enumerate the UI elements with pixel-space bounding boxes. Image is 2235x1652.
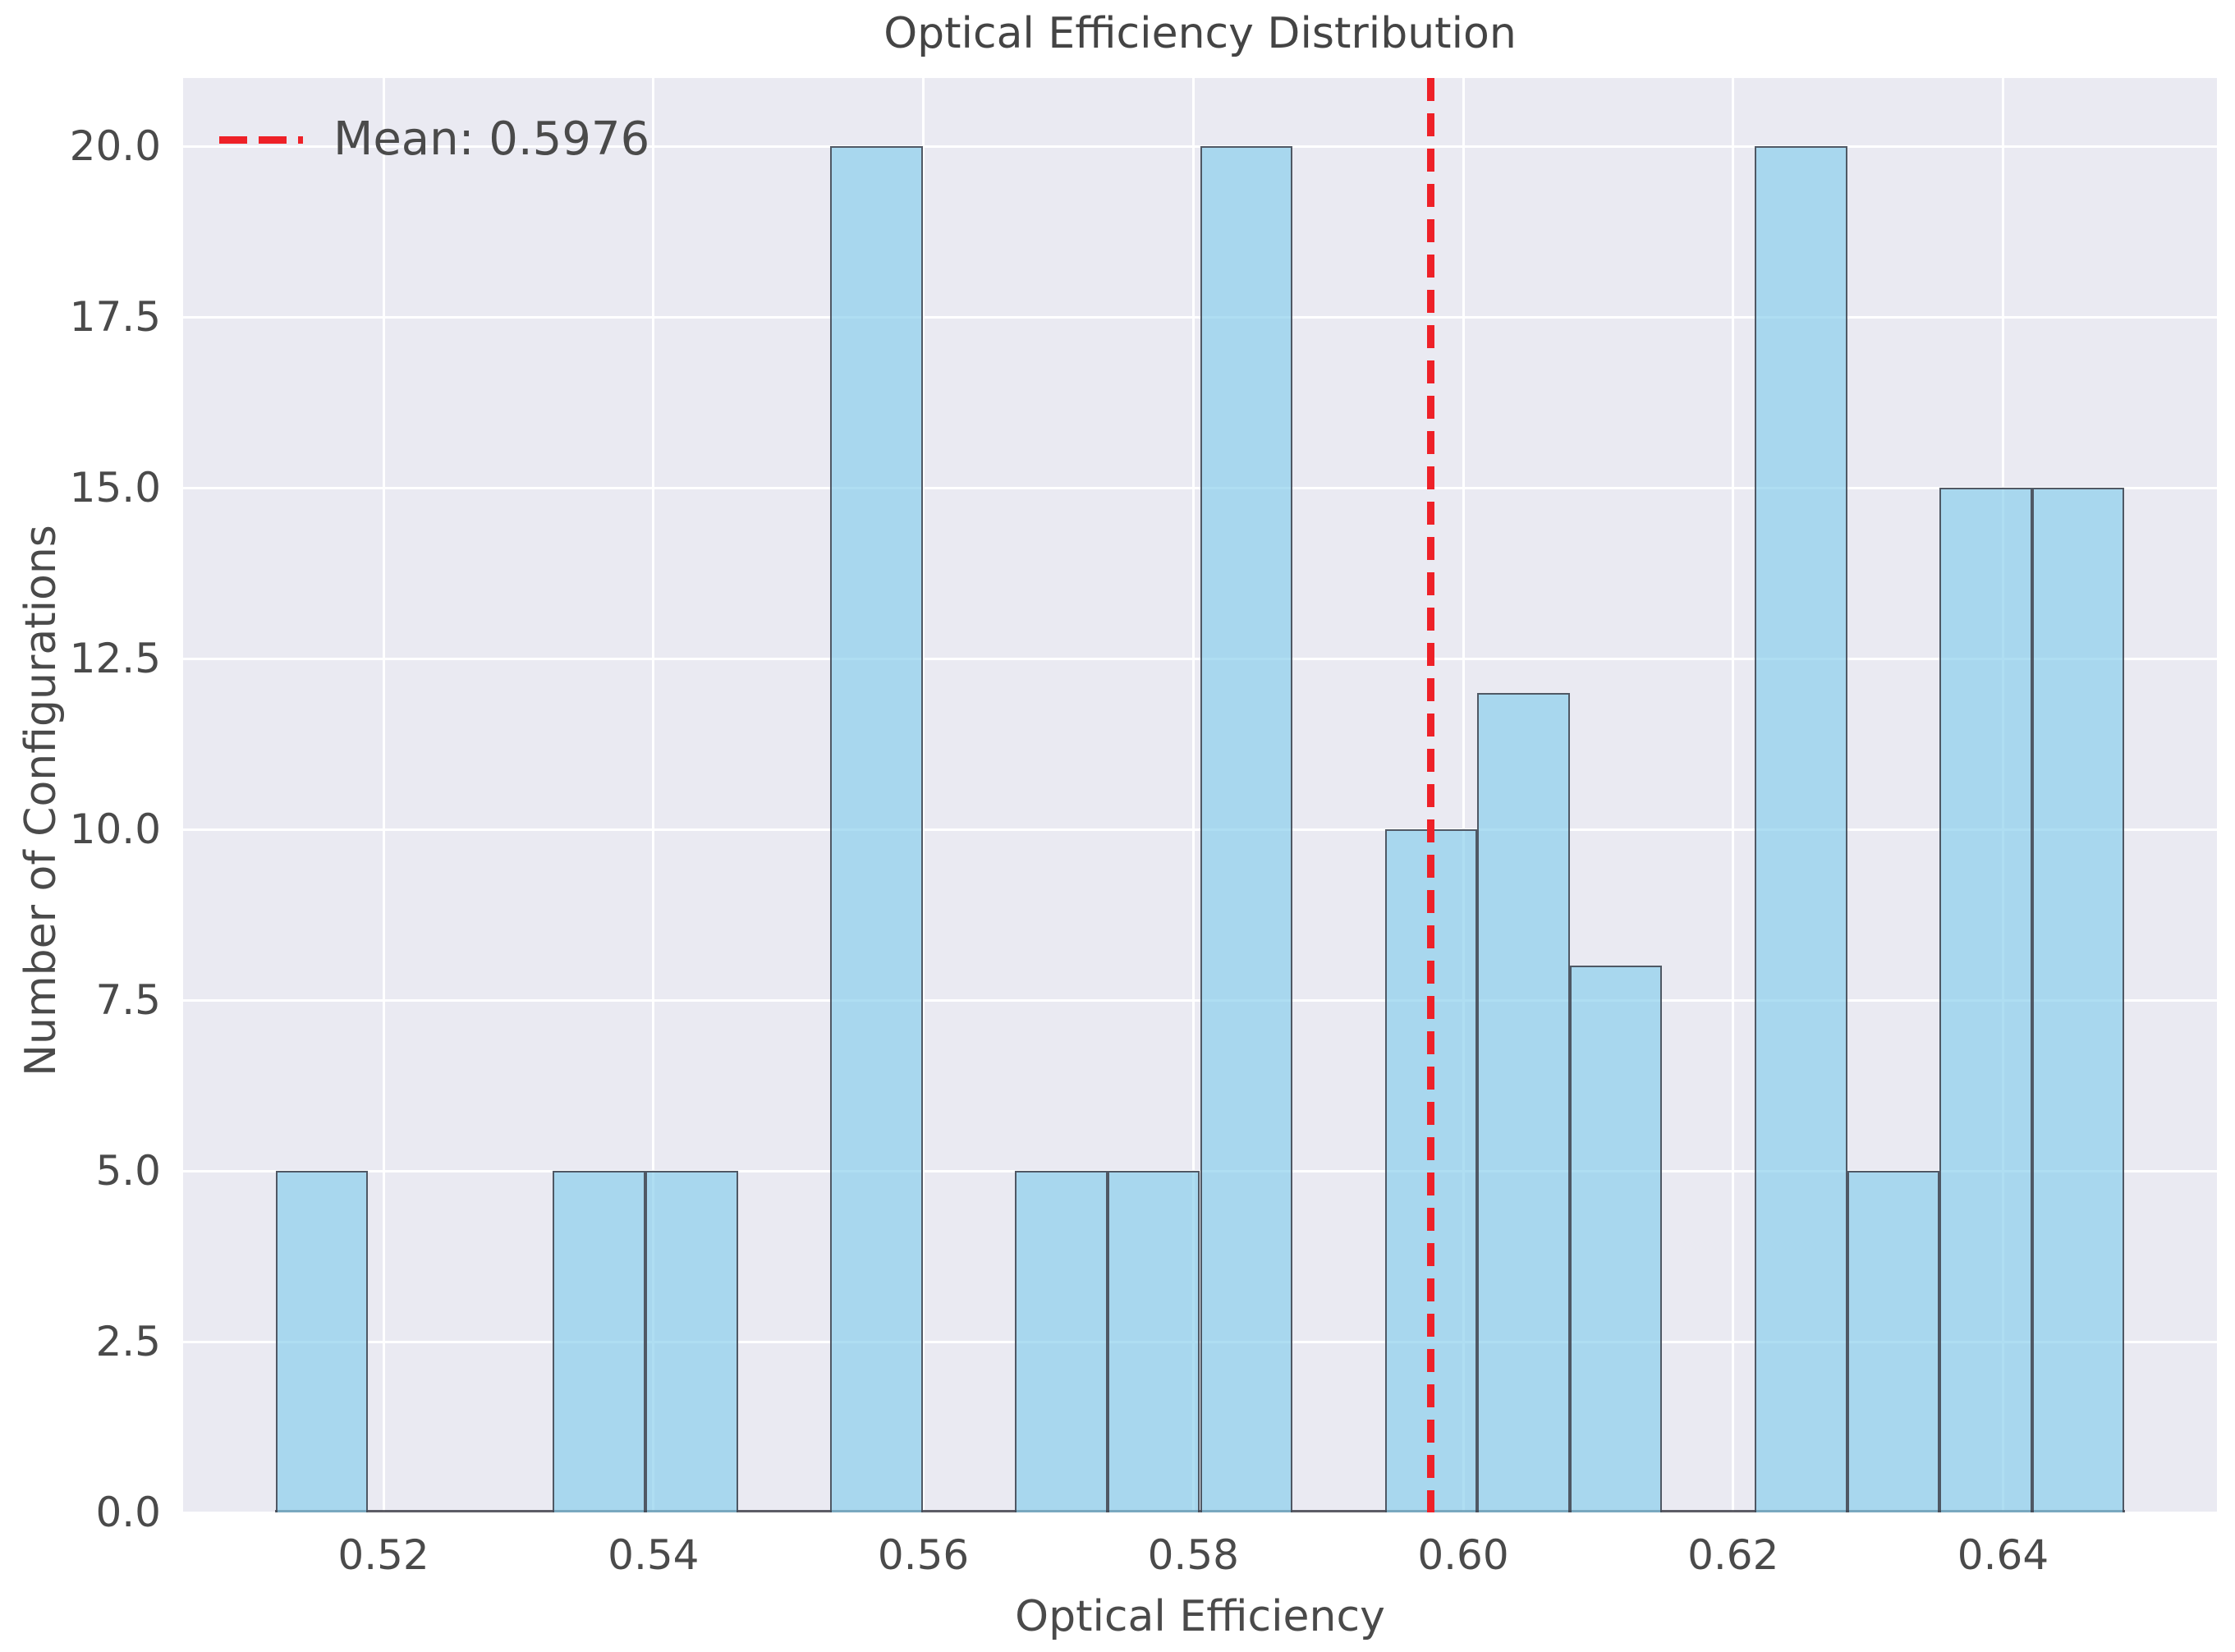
gridline-x [1191, 78, 1195, 1512]
histogram-bar [830, 146, 923, 1512]
y-tick-label: 20.0 [69, 122, 161, 171]
plot-area: Mean: 0.5976 [183, 78, 2217, 1512]
histogram-bar [1569, 966, 1663, 1512]
histogram-bar [645, 1171, 738, 1512]
histogram-bar [1939, 488, 2032, 1512]
histogram-bar [1847, 1171, 1940, 1512]
chart-title: Optical Efficiency Distribution [883, 9, 1517, 58]
y-tick-label: 7.5 [95, 976, 161, 1025]
histogram-bar [1200, 146, 1293, 1512]
zero-baseline [274, 1510, 2126, 1512]
x-tick-label: 0.52 [337, 1531, 429, 1579]
gridline-x [1732, 78, 1735, 1512]
x-tick-label: 0.62 [1687, 1531, 1779, 1579]
histogram-bar [1755, 146, 1847, 1512]
x-tick-label: 0.54 [608, 1531, 700, 1579]
y-tick-label: 15.0 [69, 464, 161, 512]
histogram-bar [1477, 692, 1570, 1512]
x-axis-label: Optical Efficiency [1015, 1592, 1385, 1641]
histogram-bar [553, 1171, 645, 1512]
legend-label: Mean: 0.5976 [333, 112, 650, 166]
y-tick-label: 0.0 [95, 1489, 161, 1536]
y-tick-label: 2.5 [95, 1318, 161, 1366]
y-tick-label: 17.5 [69, 293, 161, 342]
x-tick-label: 0.56 [877, 1531, 970, 1579]
x-tick-label: 0.60 [1417, 1531, 1509, 1579]
y-tick-label: 10.0 [69, 805, 161, 854]
gridline-x [1462, 78, 1465, 1512]
legend: Mean: 0.5976 [219, 116, 649, 163]
dashed-line-icon [219, 135, 303, 144]
y-tick-label: 12.5 [69, 635, 161, 683]
histogram-bar [1015, 1171, 1108, 1512]
x-tick-label: 0.58 [1147, 1531, 1239, 1579]
histogram-bar [2031, 488, 2125, 1512]
x-tick-label: 0.64 [1957, 1531, 2049, 1579]
histogram-bar [1107, 1171, 1200, 1512]
mean-line [1427, 78, 1435, 1512]
gridline-x [382, 78, 385, 1512]
histogram-bar [275, 1171, 369, 1512]
gridline-x [922, 78, 925, 1512]
gridline-x [652, 78, 655, 1512]
y-tick-label: 5.0 [95, 1147, 161, 1195]
